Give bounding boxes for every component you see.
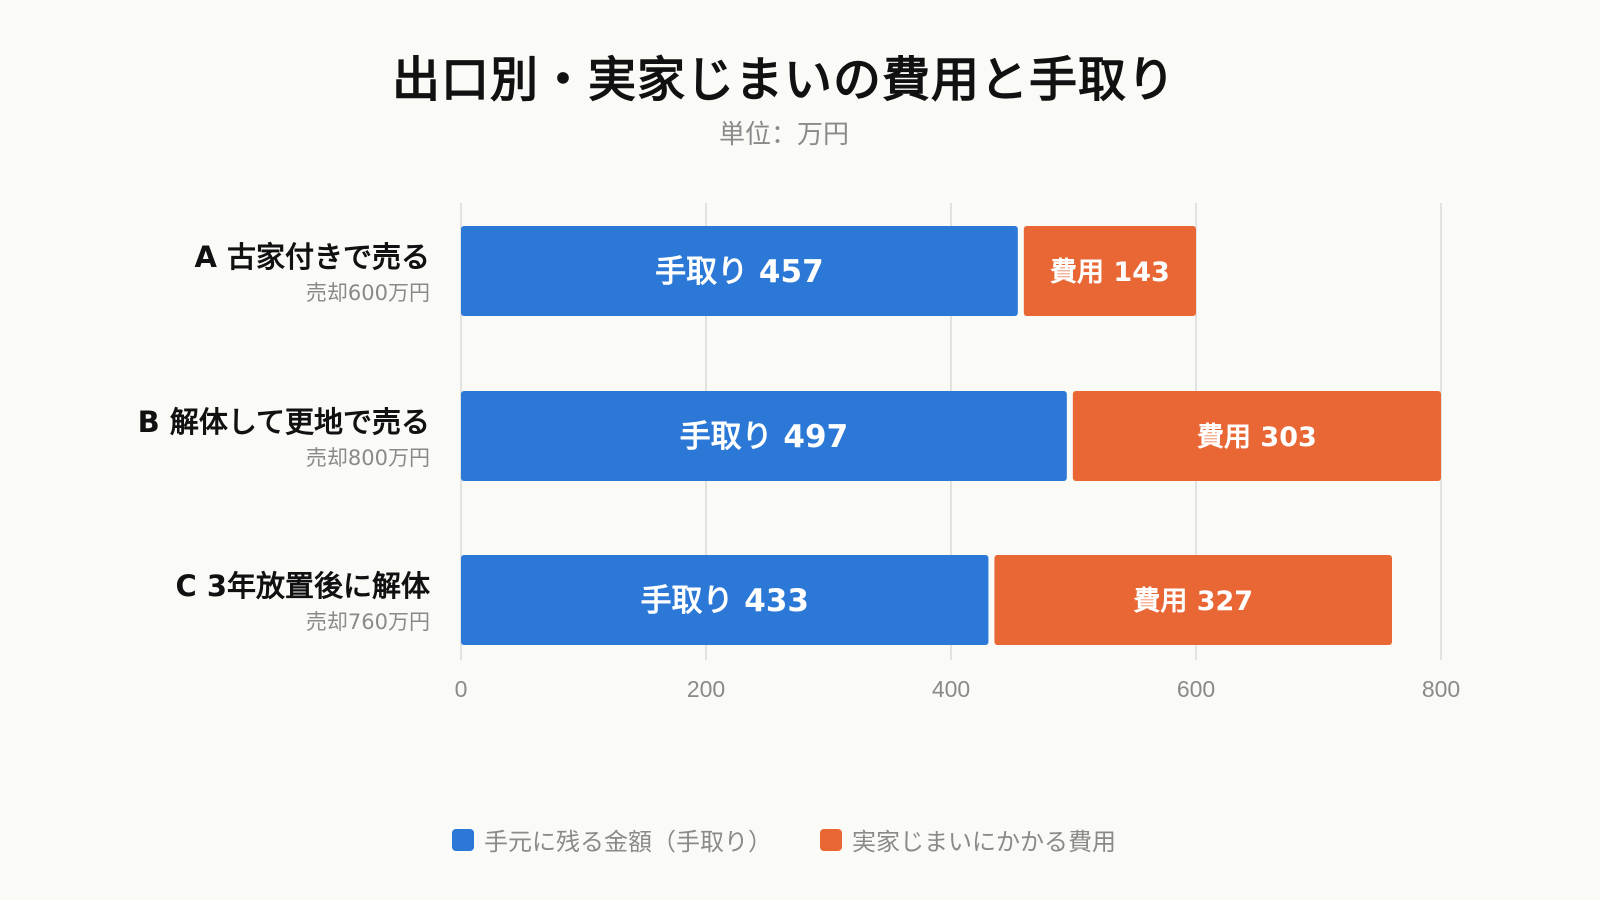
bar-label-cost-2: 費用 327 xyxy=(1133,586,1253,617)
legend-swatch-cost xyxy=(820,828,842,851)
bar-net-1 xyxy=(461,391,1067,481)
bar-cost-0 xyxy=(1023,226,1196,316)
x-tick-label-0: 0 xyxy=(455,676,468,702)
chart-title: 出口別・実家じまいの費用と手取り xyxy=(391,52,1176,108)
axis-layer: 0 200 400 600 800 xyxy=(455,676,1461,702)
bar-label-net-2: 手取り 433 xyxy=(640,583,809,619)
bar-net-2 xyxy=(461,555,989,645)
legend-item-cost: 実家じまいにかかる費用 xyxy=(820,822,1116,857)
legend-label-net: 手元に残る金額（手取り） xyxy=(484,828,772,856)
x-tick-label-400: 400 xyxy=(932,676,970,702)
bar-label-net-0: 手取り 457 xyxy=(655,254,824,290)
category-label-1: B 解体して更地で売る xyxy=(138,405,430,439)
category-label-0: A 古家付きで売る xyxy=(194,240,430,274)
bar-layer xyxy=(461,226,1441,645)
bar-cost-1 xyxy=(1072,391,1441,481)
legend-swatch-net xyxy=(452,828,474,851)
legend-item-net: 手元に残る金額（手取り） xyxy=(452,822,772,857)
bar-label-cost-0: 費用 143 xyxy=(1050,257,1170,288)
category-sublabel-0: 売却600万円 xyxy=(306,281,430,305)
bar-label-net-1: 手取り 497 xyxy=(680,419,849,455)
category-sublabel-1: 売却800万円 xyxy=(306,446,430,470)
x-tick-label-200: 200 xyxy=(687,676,725,702)
x-tick-label-600: 600 xyxy=(1177,676,1215,702)
category-label-2: C 3年放置後に解体 xyxy=(175,569,431,603)
x-tick-label-800: 800 xyxy=(1422,676,1460,702)
legend-label-cost: 実家じまいにかかる費用 xyxy=(852,828,1116,856)
bar-label-cost-1: 費用 303 xyxy=(1197,422,1317,453)
legend: 手元に残る金額（手取り） 実家じまいにかかる費用 xyxy=(0,822,1568,857)
bar-cost-2 xyxy=(994,555,1392,645)
bar-net-0 xyxy=(461,226,1018,316)
category-sublabel-2: 売却760万円 xyxy=(306,610,430,634)
chart-subtitle: 単位：万円 xyxy=(718,120,849,150)
